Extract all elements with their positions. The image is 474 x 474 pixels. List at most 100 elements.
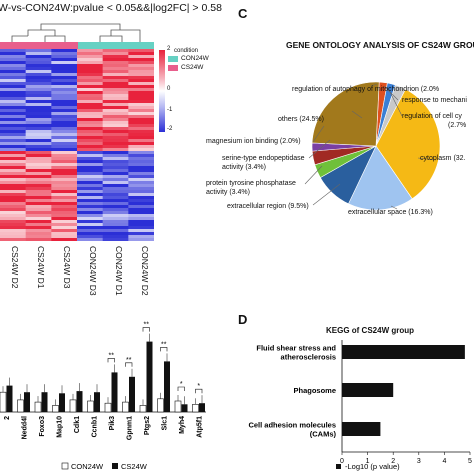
heatmap-cell	[102, 169, 129, 173]
heatmap-cell	[25, 151, 52, 155]
heatmap-cell	[0, 64, 26, 68]
heatmap-cell	[51, 94, 78, 98]
heatmap-cell	[51, 211, 78, 215]
heatmap-cell	[128, 169, 154, 173]
leader-line	[417, 157, 437, 161]
pie-label-region: extracellular region (9.5%)	[227, 203, 309, 210]
heatmap-cell	[128, 103, 154, 107]
heatmap-cell	[0, 121, 26, 125]
leader-line	[312, 125, 325, 143]
heatmap-cell	[25, 145, 52, 149]
heatmap-cell	[128, 97, 154, 101]
pie-label-cytoplasm: cytoplasm (32.	[420, 155, 466, 162]
heatmap-cell	[0, 184, 26, 188]
heatmap-cell	[51, 157, 78, 161]
heatmap-cell	[25, 157, 52, 161]
heatmap-cell	[25, 196, 52, 200]
heatmap-cell	[25, 118, 52, 122]
genebar-bar-con24w	[174, 400, 182, 413]
leader-line	[308, 139, 331, 159]
heatmap-cell	[0, 193, 26, 197]
heatmap-cell	[51, 178, 78, 182]
scale-label-zero: 0	[167, 86, 171, 92]
heatmap-cell	[77, 103, 103, 107]
heatmap-cell	[77, 88, 103, 92]
heatmap-cell	[102, 217, 129, 221]
heatmap-cell	[25, 103, 52, 107]
heatmap-cell	[0, 82, 26, 86]
heatmap-cell	[0, 145, 26, 149]
heatmap-cell	[51, 142, 78, 146]
heatmap-cell	[128, 229, 154, 233]
heatmap-cell	[77, 49, 103, 53]
leader-line	[304, 165, 323, 185]
legend-swatch-cs24w	[168, 65, 178, 71]
heatmap-cell	[77, 190, 103, 194]
heatmap-cell	[128, 205, 154, 209]
heatmap-cell	[128, 151, 154, 155]
heatmap-cell	[0, 175, 26, 179]
heatmap-cell	[102, 148, 129, 152]
heatmap-cell	[0, 226, 26, 230]
genebar-category-label: Myh4	[179, 416, 186, 434]
heatmap-cell	[102, 67, 129, 71]
heatmap-cell	[128, 100, 154, 104]
genebar-legend-label-con24w: CON24W	[71, 462, 104, 471]
leader-line	[351, 110, 363, 119]
panel-letter-d: D	[238, 312, 248, 327]
genebar-bar-cs24w	[76, 391, 83, 412]
heatmap-cell	[77, 52, 103, 56]
heatmap-cell	[0, 67, 26, 71]
heatmap-cell	[51, 145, 78, 149]
heatmap-cell	[77, 106, 103, 110]
heatmap-cell	[77, 124, 103, 128]
heatmap-cell	[102, 127, 129, 131]
leader-line	[388, 89, 403, 117]
legend-swatch-con24w	[168, 56, 178, 62]
heatmap-cell	[51, 181, 78, 185]
pie-label-magnesium: magnesium ion binding (2.0%)	[206, 138, 301, 145]
leader-line	[390, 205, 398, 210]
heatmap-cell	[51, 163, 78, 167]
heatmap-cell	[128, 208, 154, 212]
heatmap-cell	[51, 55, 78, 59]
heatmap-cell	[128, 115, 154, 119]
heatmap-cell	[25, 235, 52, 239]
pie-label-serine: serine-type endopeptidase	[222, 155, 305, 162]
heatmap-cell	[51, 226, 78, 230]
heatmap-cell	[51, 148, 78, 152]
kegg-bar	[342, 422, 381, 436]
heatmap-cell	[77, 121, 103, 125]
condition-strip-con24w	[78, 42, 154, 49]
heatmap-cell	[25, 100, 52, 104]
heatmap-cell	[51, 136, 78, 140]
heatmap-cell	[25, 73, 52, 77]
heatmap-cell	[0, 136, 26, 140]
heatmap-cell	[51, 97, 78, 101]
heatmap-title: W-vs-CON24W:pvalue < 0.05&&|log2FC| > 0.…	[0, 2, 222, 14]
scale-label-max: 2	[167, 46, 171, 52]
genebar-bar-con24w	[0, 391, 7, 413]
genebar-bar-cs24w	[199, 403, 205, 412]
heatmap-cell	[77, 70, 103, 74]
genebar-bar-cs24w	[41, 392, 48, 412]
heatmap-cell	[25, 205, 52, 209]
heatmap-cell	[0, 55, 26, 59]
heatmap-cell	[102, 58, 129, 62]
heatmap-cell	[128, 112, 154, 116]
heatmap-cell	[77, 127, 103, 131]
heatmap-cell	[51, 112, 78, 116]
heatmap-cell	[128, 232, 154, 236]
heatmap-cell	[51, 175, 78, 179]
genebar-bar-con24w	[52, 405, 59, 413]
heatmap-cell	[77, 151, 103, 155]
heatmap-cell	[25, 181, 52, 185]
heatmap-cell	[25, 91, 52, 95]
heatmap-cell	[51, 220, 78, 224]
heatmap-cell	[25, 97, 52, 101]
heatmap-cell	[0, 166, 26, 170]
heatmap-cell	[128, 211, 154, 215]
heatmap-cell	[102, 115, 129, 119]
kegg-tick-label: 0	[340, 458, 344, 465]
heatmap-cell	[51, 172, 78, 176]
